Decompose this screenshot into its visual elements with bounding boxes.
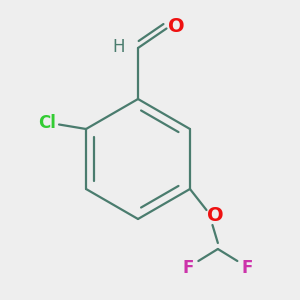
Text: F: F <box>242 259 253 277</box>
Text: O: O <box>206 206 223 225</box>
Text: O: O <box>168 16 184 36</box>
Text: Cl: Cl <box>38 114 56 132</box>
Text: H: H <box>112 38 125 56</box>
Text: F: F <box>183 259 194 277</box>
